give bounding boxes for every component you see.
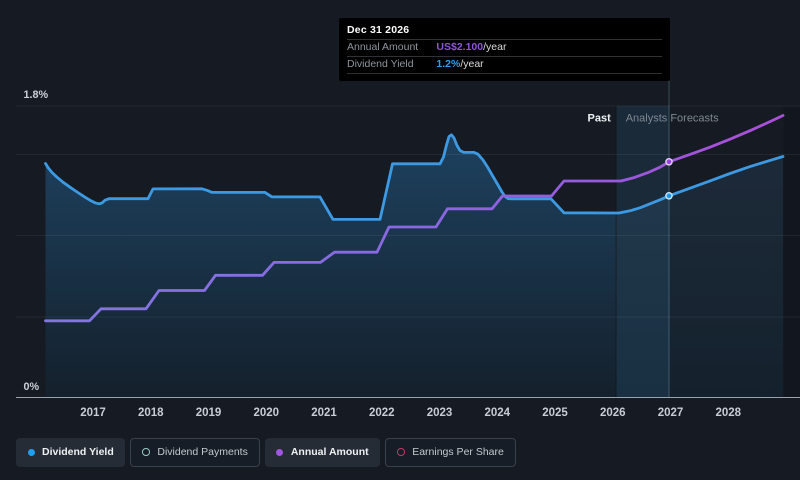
svg-text:Past: Past <box>588 112 612 124</box>
svg-text:2026: 2026 <box>600 407 626 419</box>
svg-text:2017: 2017 <box>80 407 106 419</box>
svg-text:2022: 2022 <box>369 407 395 419</box>
svg-text:2024: 2024 <box>485 407 511 419</box>
svg-text:2027: 2027 <box>658 407 684 419</box>
svg-text:1.8%: 1.8% <box>24 89 49 101</box>
svg-text:2020: 2020 <box>254 407 280 419</box>
svg-text:2018: 2018 <box>138 407 164 419</box>
svg-text:2021: 2021 <box>311 407 337 419</box>
svg-text:0%: 0% <box>24 381 40 393</box>
svg-text:2028: 2028 <box>716 407 742 419</box>
svg-text:2019: 2019 <box>196 407 222 419</box>
svg-text:Analysts Forecasts: Analysts Forecasts <box>626 112 719 124</box>
svg-text:2023: 2023 <box>427 407 453 419</box>
svg-text:2025: 2025 <box>542 407 568 419</box>
